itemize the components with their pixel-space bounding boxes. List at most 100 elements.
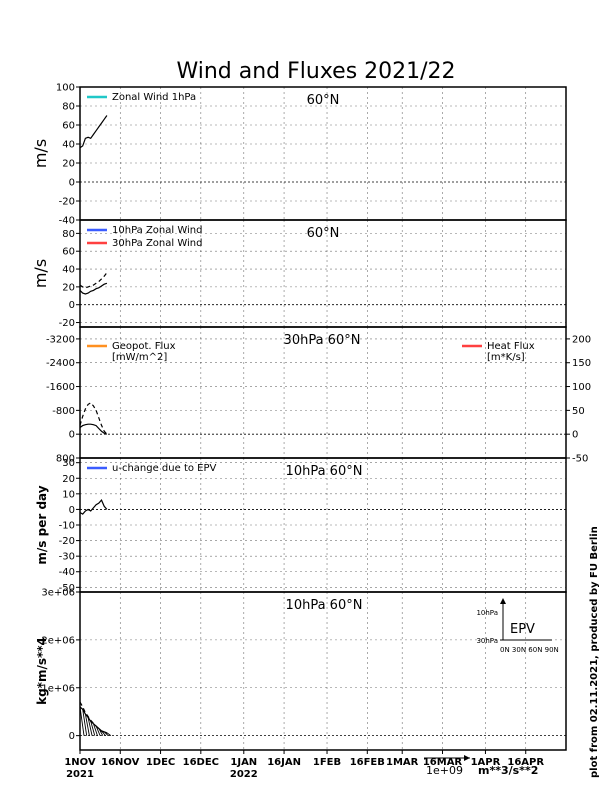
y-tick-label: -40 [59, 216, 75, 227]
epv-vector [87, 717, 93, 736]
x-tick-label: 16MAR [423, 757, 463, 768]
epv-inset-xticks: 0N 30N 60N 90N [500, 646, 559, 654]
y2-tick-label: 100 [572, 382, 591, 393]
y2-tick-label: 150 [572, 358, 591, 369]
y-tick-label: 0 [69, 505, 75, 516]
panel-1: -40 -20 0 20 40 60 80 100 m/s 60°N Zonal Wind 1hPa [31, 83, 567, 227]
y-axis-label: m/s [31, 139, 50, 168]
x-tick-year: 2021 [66, 769, 94, 780]
vector-scale: 1e+09 m**3/s**2 [424, 755, 538, 777]
y-tick-label: 80 [62, 229, 75, 240]
x-tick-label: 1APR [471, 757, 501, 768]
y2-tick-label: -50 [572, 454, 588, 465]
panel-title: 60°N [307, 226, 340, 241]
credit-text: plot from 02.11.2021, produced by FU Ber… [589, 526, 600, 778]
x-tick-label: 16DEC [183, 757, 219, 768]
y-tick-label: 20 [62, 282, 75, 293]
series-line [79, 282, 108, 295]
x-tick-label: 16NOV [101, 757, 140, 768]
epv-vector [103, 731, 109, 736]
y-tick-label: -20 [59, 197, 75, 208]
legend-label: u-change due to EPV [112, 463, 217, 474]
y-axis-label: m/s per day [35, 485, 49, 564]
y-tick-label: -30 [59, 552, 75, 563]
y-tick-label: -10 [59, 521, 75, 532]
x-tick-label: 1JAN [230, 757, 257, 768]
x-tick-label: 16JAN [267, 757, 301, 768]
y-tick-label: 20 [62, 159, 75, 170]
x-tick-label: 16FEB [350, 757, 385, 768]
epv-inset-ytick-top: 10hPa [476, 609, 498, 617]
epv-vector [101, 730, 106, 736]
y-tick-label: -2400 [46, 358, 75, 369]
epv-inset-label: EPV [510, 622, 535, 637]
y-tick-label: 2e+06 [41, 635, 75, 646]
y-tick-label: 40 [62, 265, 75, 276]
series-line [79, 272, 108, 289]
panel-5: 0 1e+06 2e+06 3e+06 kg*m/s**4 10hPa 60°N [35, 588, 567, 751]
y-axis-label: kg*m/s**4 [35, 637, 49, 705]
y-tick-label: 40 [62, 140, 75, 151]
vector-scale-unit: m**3/s**2 [478, 764, 538, 777]
legend-unit: [mW/m^2] [112, 352, 167, 363]
x-tick-label: 1MAR [386, 757, 419, 768]
epv-vector [98, 728, 104, 736]
legend-label: Heat Flux [487, 341, 535, 352]
y-tick-label: -800 [52, 406, 75, 417]
legend-label: Zonal Wind 1hPa [112, 92, 196, 103]
vector-scale-arrowhead [464, 755, 470, 761]
y-tick-label: 10 [62, 489, 75, 500]
y-tick-label: 3e+06 [41, 588, 75, 599]
epv-vector [84, 714, 90, 736]
legend-label: 10hPa Zonal Wind [112, 225, 202, 236]
epv-vector [95, 725, 101, 736]
series-line [79, 402, 108, 435]
epv-vector [106, 732, 112, 737]
panel-frame [79, 591, 567, 751]
y-axis-label: m/s [31, 259, 50, 288]
epv-vector [92, 723, 98, 736]
y-tick-label: -50 [59, 583, 75, 594]
panel-4: -50 -40 -30 -20 -10 0 10 20 30 m/s per day 10hPa 6… [35, 457, 567, 594]
epv-vector [82, 709, 88, 736]
y-tick-label: 0 [69, 178, 75, 189]
legend-unit: [m*K/s] [487, 352, 525, 363]
y-tick-label: 1e+06 [41, 683, 75, 694]
epv-inset-arrowhead [500, 598, 506, 604]
panel-title: 30hPa 60°N [284, 333, 361, 348]
legend-label: Geopot. Flux [112, 341, 176, 352]
x-tick-label: 16APR [507, 757, 544, 768]
y-tick-label: 100 [56, 83, 75, 94]
y-tick-label: 20 [62, 474, 75, 485]
panel-title: 60°N [307, 93, 340, 108]
y2-tick-label: 0 [572, 430, 578, 441]
panel-title: 10hPa 60°N [286, 464, 363, 479]
x-tick-year: 2022 [230, 769, 258, 780]
x-tick-label: 1DEC [146, 757, 175, 768]
panel-title: 10hPa 60°N [286, 598, 363, 613]
y-tick-label: 30 [62, 458, 75, 469]
x-tick-label: 1NOV [64, 757, 96, 768]
y-tick-label: -3200 [46, 334, 75, 345]
chart-title: Wind and Fluxes 2021/22 [176, 59, 455, 84]
y2-tick-label: 200 [572, 334, 591, 345]
y-tick-label: 80 [62, 102, 75, 113]
y-tick-label: 60 [62, 121, 75, 132]
y-tick-label: 0 [69, 731, 75, 742]
y-tick-label: 0 [69, 300, 75, 311]
series-line [79, 498, 108, 515]
y-tick-label: -40 [59, 567, 75, 578]
y-tick-label: 800 [56, 454, 75, 465]
y-tick-label: 0 [69, 430, 75, 441]
y-tick-label: -20 [59, 318, 75, 329]
x-tick-label: 1FEB [313, 757, 341, 768]
series-line [79, 423, 108, 435]
panel-2: -20 0 20 40 60 80 m/s 60°N 10hPa Zonal Wind 30hPa… [31, 219, 567, 329]
y-tick-label: -20 [59, 536, 75, 547]
epv-inset: EPV 10hPa 30hPa 0N 30N 60N 90N [476, 598, 559, 654]
epv-vector [90, 721, 96, 736]
y2-tick-label: 50 [572, 406, 585, 417]
